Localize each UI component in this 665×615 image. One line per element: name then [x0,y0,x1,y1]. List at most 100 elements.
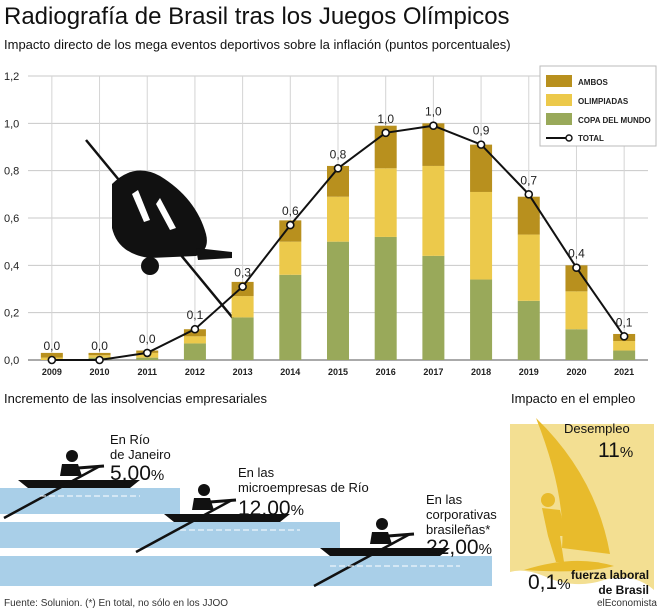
desempleo-value: 11% [598,439,634,462]
bar-olimpiadas-2013 [231,296,254,318]
bar-copa-del-mundo-2020 [565,329,588,360]
total-label-2020: 0,4 [568,247,585,261]
insolvencia-label-3: En las corporativas brasileñas* [426,492,497,537]
bar-ambos-2017 [422,123,445,166]
brand-name: elEconomista [596,598,657,609]
insolvencia-value-3: 22,00% [426,536,492,559]
total-point-2019 [524,190,534,199]
bar-copa-del-mundo-2016 [374,236,397,360]
bar-ambos-2014 [279,220,302,242]
legend-point-total [565,134,573,142]
total-point-2016 [381,128,390,138]
bar-copa-del-mundo-2015 [327,241,349,360]
bar-olimpiadas-2017 [422,165,445,256]
total-label-2018: 0,9 [473,124,490,138]
bar-copa-del-mundo-2012 [183,343,206,360]
bar-olimpiadas-2012 [183,336,206,344]
total-label-2015: 0,8 [330,147,347,161]
water-band-3 [0,556,492,586]
bar-ambos-2010 [88,352,111,356]
total-label-2013: 0,3 [234,266,251,280]
x-tick-label-2019: 2019 [519,367,539,377]
total-point-2012 [190,324,200,334]
x-tick-label-2018: 2018 [471,367,491,377]
page-title: Radiografía de Brasil tras los Juegos Ol… [4,3,510,30]
insolvencias-title: Incremento de las insolvencias empresari… [4,391,268,406]
bar-copa-del-mundo-2018 [470,279,493,360]
y-tick-label: 0,2 [4,308,19,320]
desempleo-label: Desempleo [564,421,630,436]
total-point-2013 [238,282,247,291]
x-tick-label-2015: 2015 [328,367,348,377]
legend-swatch-olimpiadas [546,94,572,106]
legend-label-olimpiadas: OLIMPIADAS [578,97,629,106]
page-subtitle: Impacto directo de los mega eventos depo… [4,37,511,52]
x-tick-label-2014: 2014 [280,367,300,377]
total-point-2011 [142,348,152,358]
x-tick-label-2021: 2021 [614,367,634,377]
fuerza-laboral-value: 0,1% [528,571,571,594]
bar-copa-del-mundo-2013 [231,317,254,360]
y-tick-label: 0,0 [4,355,19,367]
bar-copa-del-mundo-2021 [613,350,636,360]
rower-1-icon [3,450,140,520]
bar-ambos-2018 [470,144,493,192]
source-note: Fuente: Solunion. (*) En total, no sólo … [4,598,229,609]
empleo-title: Impacto en el empleo [511,391,636,406]
total-label-2014: 0,6 [282,204,299,218]
insolvencia-label-2: En las microempresas de Río [238,465,369,495]
total-label-2021: 0,1 [616,315,633,329]
total-label-2011: 0,0 [139,332,156,346]
y-tick-label: 1,2 [4,71,19,83]
y-tick-label: 1,0 [4,118,19,130]
inflation-chart: 0,0 0,2 0,4 0,6 0,8 1,0 1,2 0,0 0,0 0,0 0,1 0,3 0,6 0… [4,65,657,377]
water-band-1 [0,488,180,514]
total-label-2009: 0,0 [44,339,61,353]
insolvencia-label-1: En Río de Janeiro [110,432,171,462]
bar-ambos-2020 [565,265,588,292]
total-label-2017: 1,0 [425,105,442,119]
x-tick-label-2010: 2010 [90,367,110,377]
x-tick-label-2009: 2009 [42,367,62,377]
total-point-2020 [572,263,581,272]
x-tick-label-2013: 2013 [233,367,253,377]
legend-label-ambos: AMBOS [578,78,608,87]
bar-ambos-2019 [517,196,540,235]
y-tick-label: 0,8 [4,166,19,178]
x-tick-label-2011: 2011 [137,367,157,377]
total-label-2010: 0,0 [91,339,108,353]
bar-olimpiadas-2014 [279,241,302,275]
pole-vaulter-icon [85,139,247,335]
total-point-2021 [619,332,629,341]
legend-swatch-copa-del-mundo [546,113,572,125]
insolvencia-value-2: 12,00% [238,497,304,520]
bar-copa-del-mundo-2011 [136,357,159,360]
total-point-2014 [286,220,295,230]
total-point-2009 [47,355,57,365]
rowing-illustration [0,450,492,588]
rower-2-icon [135,484,300,554]
y-tick-label: 0,4 [4,260,19,272]
bar-olimpiadas-2016 [374,168,397,237]
fuerza-laboral-label: fuerza laboral de Brasil [571,568,650,597]
x-tick-label-2012: 2012 [185,367,205,377]
insolvencia-value-1: 5,00% [110,462,165,485]
x-tick-label-2016: 2016 [376,367,396,377]
bar-copa-del-mundo-2017 [422,255,445,360]
y-tick-label: 0,6 [4,213,19,225]
bar-olimpiadas-2021 [613,341,636,351]
legend-label-copa-del-mundo: COPA DEL MUNDO [578,116,651,125]
x-tick-label-2017: 2017 [423,367,443,377]
total-point-2017 [429,121,438,130]
bar-olimpiadas-2019 [517,234,540,301]
total-point-2015 [333,164,343,173]
bar-olimpiadas-2018 [470,191,493,280]
windsurf-illustration [510,418,654,590]
rower-3-icon [313,518,460,588]
legend-label-total: TOTAL [578,134,604,143]
total-point-2010 [95,355,104,365]
bar-olimpiadas-2015 [327,196,349,242]
bar-copa-del-mundo-2019 [517,300,540,360]
legend-swatch-ambos [546,75,572,87]
total-label-2019: 0,7 [520,173,537,187]
